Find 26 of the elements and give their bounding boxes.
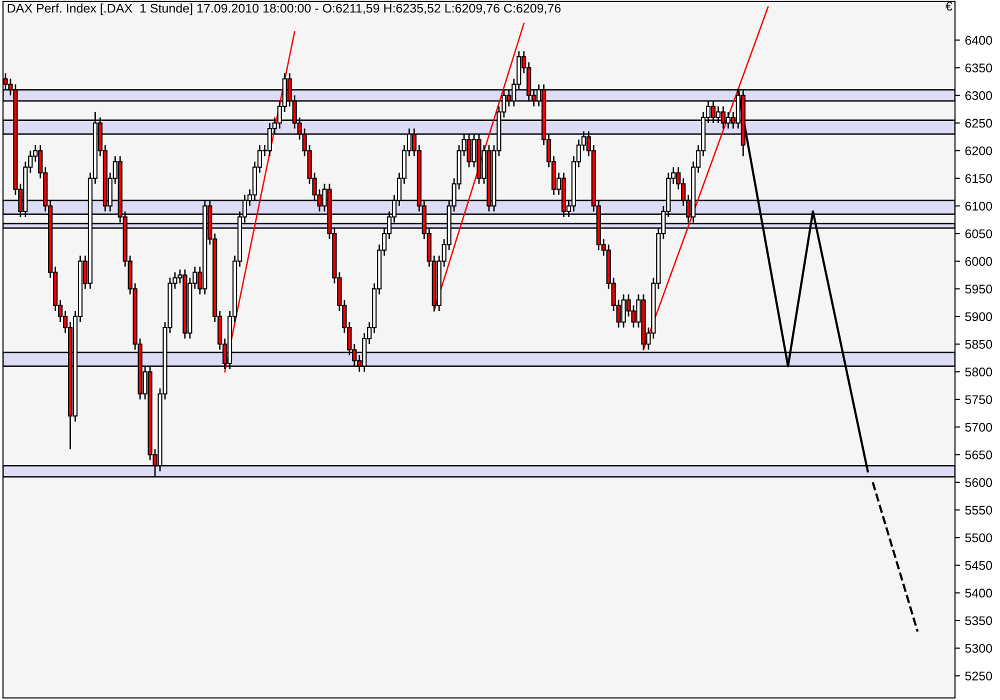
- y-tick-label: 5250: [965, 672, 992, 680]
- y-tick-label: 5500: [965, 533, 992, 542]
- y-tick-label: 5750: [965, 395, 992, 404]
- y-tick-label: 6000: [965, 257, 992, 266]
- y-tick-label: 5650: [965, 450, 992, 460]
- y-tick-label: 6400: [965, 36, 992, 45]
- y-tick-label: 5700: [965, 422, 992, 432]
- y-tick-label: 5800: [965, 368, 992, 376]
- y-tick-label: 6100: [965, 202, 992, 211]
- y-tick-label: 5450: [965, 561, 992, 570]
- y-tick-label: 5850: [965, 340, 992, 349]
- y-tick-label: 5550: [965, 506, 992, 515]
- chart-title: DAX Perf. Index [.DAX 1 Stunde] 17.09.2010 18:00:00 - O:6211,59 H:6235,52 L:6209,76 C:6209,76: [8, 3, 561, 16]
- y-tick-label: 6300: [965, 91, 992, 100]
- y-tick-label: 6250: [965, 118, 992, 128]
- y-tick-label: 5300: [965, 644, 992, 653]
- y-tick-label: 6150: [965, 174, 992, 183]
- y-tick-label: 6350: [965, 64, 992, 72]
- y-axis-title: €: [946, 2, 952, 11]
- y-tick-label: 5950: [965, 284, 992, 294]
- y-tick-label: 5900: [965, 312, 992, 322]
- y-tick-label: 5350: [965, 616, 992, 626]
- y-tick-label: 6200: [965, 146, 992, 156]
- y-tick-label: 6050: [965, 229, 992, 238]
- y-tick-label: 5600: [965, 478, 992, 487]
- y-tick-label: 5400: [965, 588, 992, 598]
